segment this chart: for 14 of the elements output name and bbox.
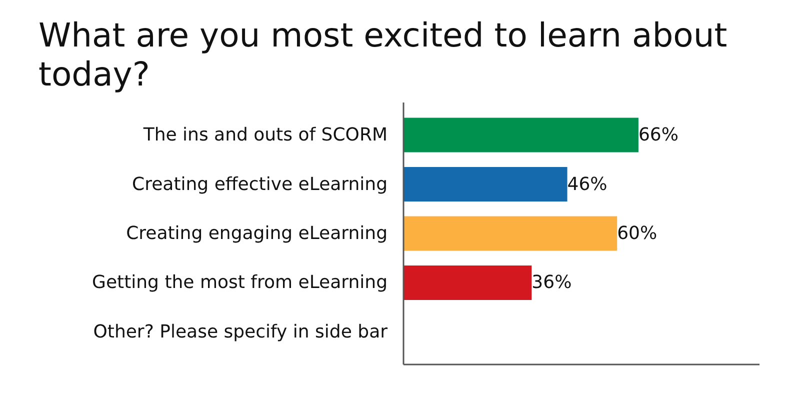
bar [404,216,618,251]
bar [404,118,638,152]
data-label: 46% [567,174,608,195]
y-tick-label: The ins and outs of SCORM [142,124,388,146]
bar [404,266,532,300]
y-tick-label: Creating effective eLearning [132,174,388,195]
data-label: 36% [532,272,572,294]
y-tick-label: Other? Please specify in side bar [93,321,388,342]
data-label: 66% [638,124,678,146]
y-tick-label: Getting the most from eLearning [92,272,388,294]
data-label: 60% [617,223,658,244]
y-tick-label: Creating engaging eLearning [126,223,388,244]
bar [404,167,568,202]
chart-title: What are you most excited to learn about today? [38,16,728,94]
